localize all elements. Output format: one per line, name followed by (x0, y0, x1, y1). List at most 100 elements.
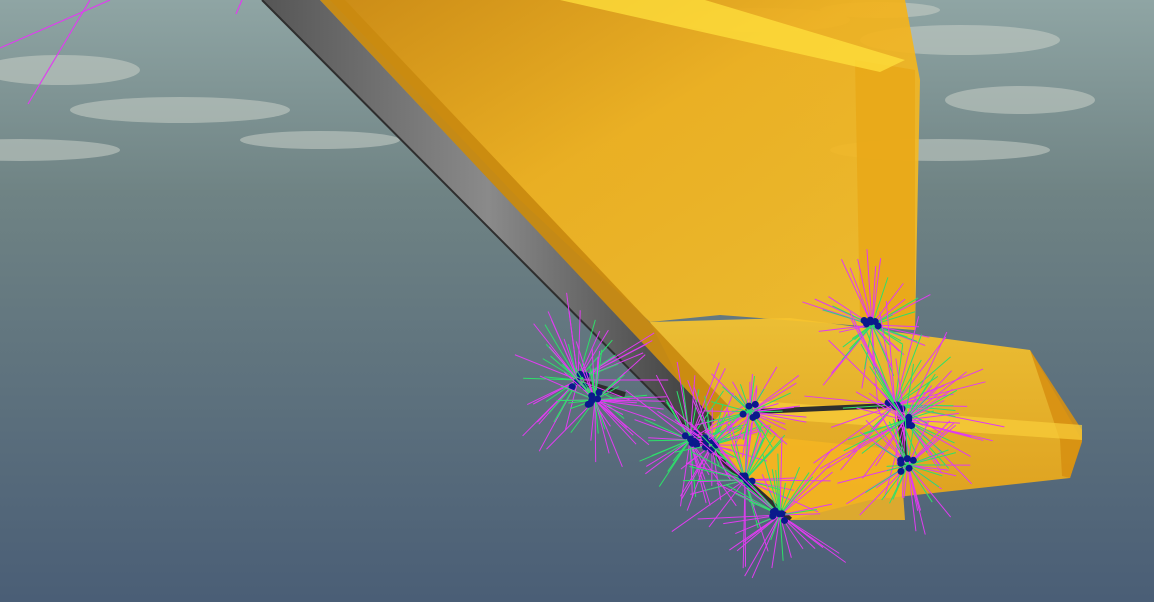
cloud (240, 131, 400, 149)
normal-line (594, 399, 606, 430)
force-line (857, 258, 873, 326)
beam-edge (261, 0, 701, 441)
force-line (744, 479, 831, 482)
force-line (779, 503, 833, 516)
normal-line (871, 324, 895, 376)
normal-line (749, 392, 791, 413)
contact-cluster (657, 380, 770, 511)
force-line (894, 336, 947, 406)
contact-point (692, 437, 700, 445)
force-line (830, 404, 896, 428)
normal-line (777, 453, 781, 516)
force-line (734, 411, 751, 447)
contact-point (903, 455, 911, 463)
force-line (907, 464, 917, 532)
contact-point (594, 395, 602, 403)
force-line (873, 383, 906, 421)
contact-point (707, 446, 715, 454)
normal-line (594, 394, 648, 401)
force-line (594, 399, 623, 467)
normal-line (894, 356, 951, 406)
contact-cluster (697, 436, 847, 579)
force-line (855, 391, 906, 421)
force-line (577, 343, 648, 381)
contact-point (687, 435, 695, 443)
body-upper-panel (330, 0, 920, 330)
normal-line (770, 514, 781, 541)
force-line (871, 266, 877, 326)
contact-cluster (837, 407, 971, 535)
normal-line (871, 297, 919, 326)
force-line (779, 464, 831, 516)
force-line (751, 514, 781, 579)
contact-point (769, 508, 777, 516)
force-line (736, 514, 781, 552)
normal-line (907, 452, 956, 466)
normal-line (875, 366, 896, 406)
force-line (594, 396, 667, 401)
force-line (871, 324, 930, 338)
force-line (907, 464, 957, 477)
force-line (594, 399, 650, 446)
normal-line (744, 413, 750, 481)
force-line (697, 514, 781, 520)
normal-line (886, 464, 909, 472)
force-line (634, 419, 691, 441)
force-line (894, 404, 898, 466)
force-line (575, 341, 596, 401)
normal-line (871, 324, 890, 346)
normal-line (894, 344, 904, 406)
contact-point (738, 472, 746, 480)
force-line (594, 399, 637, 445)
body-fin-edge (1030, 350, 1082, 478)
force-line (577, 379, 630, 401)
force-line (871, 283, 904, 326)
normal-line (869, 366, 906, 421)
normal-line (749, 388, 765, 413)
normal-line (744, 479, 759, 529)
contact-point (743, 477, 751, 485)
force-line (546, 399, 596, 450)
normal-line (711, 426, 745, 446)
normal-line (594, 367, 597, 401)
force-line (648, 437, 691, 441)
contact-point (739, 410, 747, 418)
normal-line (904, 389, 958, 421)
normal-line (907, 464, 933, 503)
normal-line (886, 464, 909, 467)
force-line (904, 412, 959, 421)
force-line (689, 439, 707, 504)
normal-line (594, 399, 599, 434)
normal-line (860, 343, 896, 406)
contact-point (897, 459, 905, 467)
normal-line (881, 387, 906, 421)
body-top-highlight (560, 0, 905, 72)
force-line (577, 310, 581, 381)
normal-line (894, 334, 923, 406)
force-line (566, 292, 579, 381)
normal-line (894, 404, 956, 412)
contact-point (584, 400, 592, 408)
force-line (749, 411, 807, 418)
force-line (741, 411, 751, 458)
force-line (551, 319, 579, 381)
force-line (590, 399, 596, 441)
force-line (895, 358, 906, 421)
force-line (679, 439, 691, 507)
contact-point (748, 477, 756, 485)
force-line (594, 399, 665, 402)
normal-line (577, 319, 596, 381)
cloud (0, 55, 140, 85)
force-line (779, 513, 821, 516)
normal-line (666, 439, 691, 455)
normal-line (651, 439, 691, 457)
model-body[interactable] (330, 0, 1082, 520)
force-line (564, 379, 579, 431)
force-line (711, 444, 768, 462)
force-line (871, 324, 905, 356)
contact-cluster (820, 331, 994, 498)
force-line (907, 464, 952, 518)
contact-debug-overlay (514, 249, 1005, 579)
